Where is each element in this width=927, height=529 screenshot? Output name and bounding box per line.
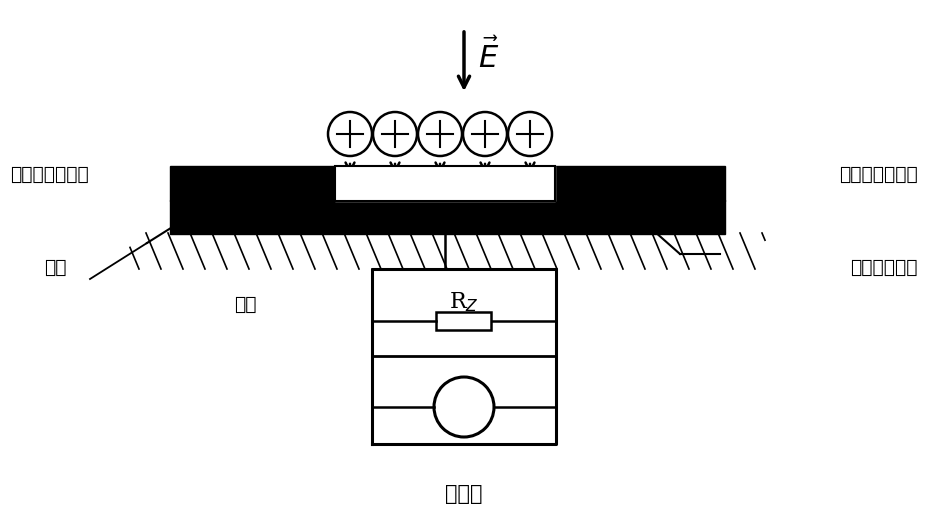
Text: 绝缘: 绝缘	[44, 258, 66, 277]
Bar	[554, 166, 724, 201]
Text: V: V	[455, 397, 472, 417]
Text: $\vec{E}$: $\vec{E}$	[477, 39, 499, 75]
Bar	[335, 166, 554, 201]
Text: 保护带（接地）: 保护带（接地）	[838, 165, 917, 184]
Bar	[436, 312, 491, 330]
Bar	[130, 233, 764, 269]
Text: 离子收集区域: 离子收集区域	[849, 258, 917, 277]
Bar	[170, 166, 335, 201]
Circle shape	[434, 377, 493, 437]
Text: 电压表: 电压表	[445, 484, 482, 504]
Text: 接地: 接地	[234, 295, 256, 314]
Bar	[170, 200, 724, 234]
Text: 保护带（接地）: 保护带（接地）	[10, 165, 89, 184]
Bar	[335, 166, 554, 201]
Text: R$_Z$: R$_Z$	[449, 291, 478, 314]
